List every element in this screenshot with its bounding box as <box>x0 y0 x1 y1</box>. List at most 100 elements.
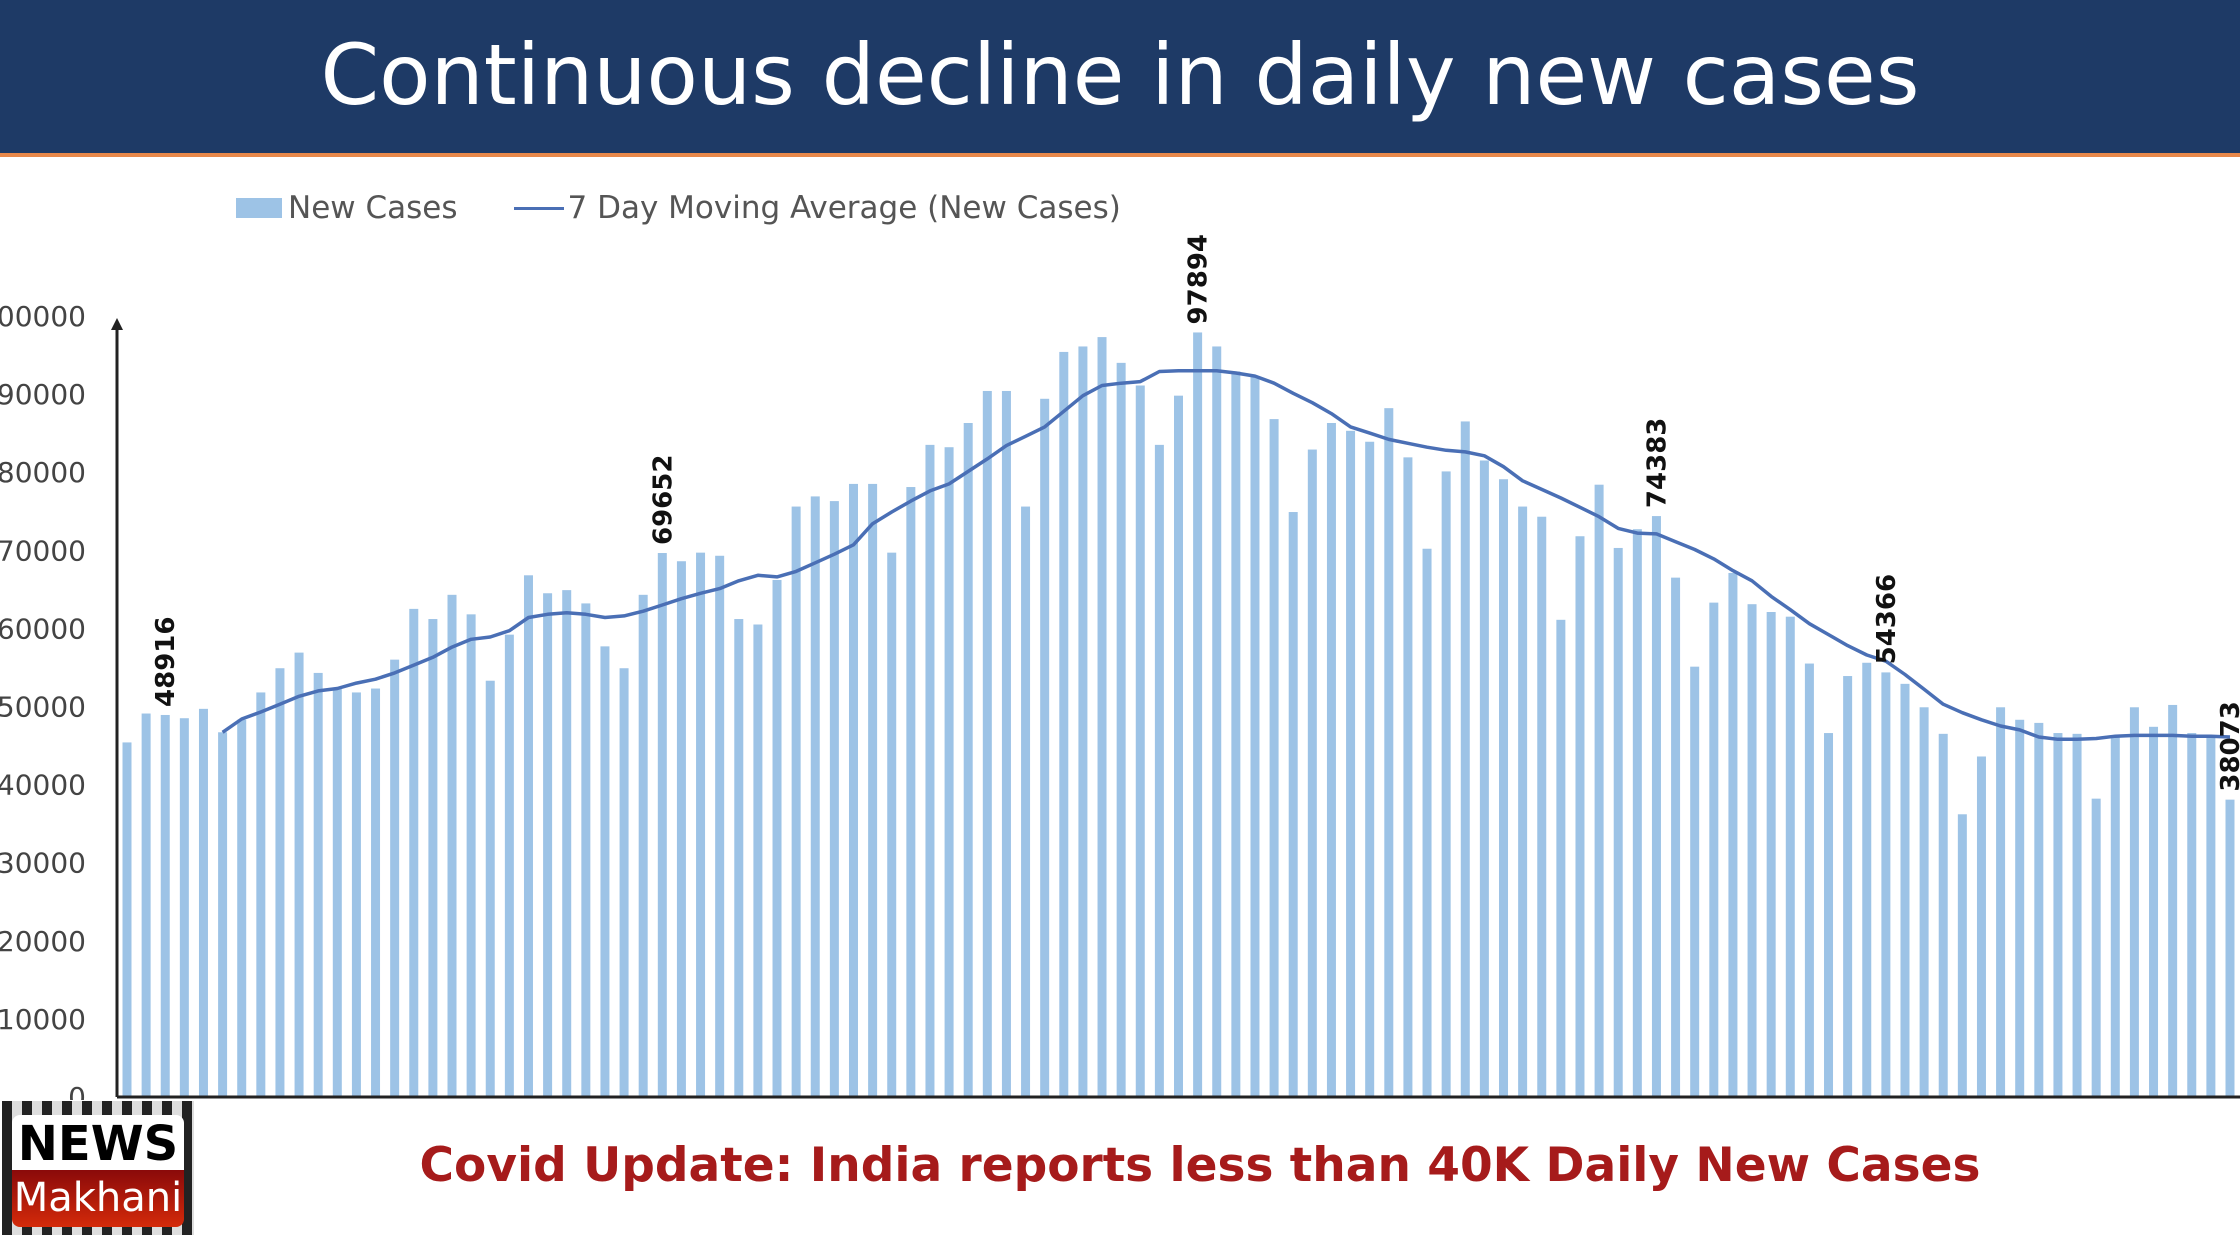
y-tick-label: 60000 <box>0 612 86 645</box>
bar-new-cases <box>1154 444 1164 1097</box>
logo-news-text: NEWS <box>12 1115 184 1172</box>
bar-new-cases <box>1594 484 1604 1097</box>
bar-new-cases <box>504 634 514 1097</box>
bar-new-cases <box>1824 733 1834 1097</box>
bar-new-cases <box>1193 332 1203 1097</box>
bar-new-cases <box>351 692 361 1097</box>
bar-new-cases <box>1212 346 1222 1098</box>
bar-new-cases <box>2015 719 2025 1097</box>
bar-new-cases <box>2206 735 2216 1097</box>
bar-new-cases <box>619 668 629 1097</box>
bar-new-cases <box>1785 616 1795 1097</box>
bar-new-cases <box>562 590 572 1097</box>
bar-new-cases <box>1556 619 1566 1097</box>
bar-new-cases <box>1059 351 1069 1097</box>
data-label: 48916 <box>151 616 181 706</box>
bar-new-cases <box>2110 735 2120 1097</box>
bar-new-cases <box>791 506 801 1098</box>
bar-new-cases <box>1862 662 1872 1097</box>
bar-new-cases <box>218 732 228 1097</box>
bar-new-cases <box>734 619 744 1097</box>
bar-new-cases <box>1996 707 2006 1097</box>
bar-new-cases <box>256 692 266 1097</box>
bar-new-cases <box>1709 602 1719 1097</box>
news-caption: Covid Update: India reports less than 40… <box>419 1138 1981 1193</box>
bar-new-cases <box>1403 457 1413 1098</box>
bar-new-cases <box>409 608 419 1097</box>
y-tick-label: 80000 <box>0 456 86 489</box>
legend: New Cases 7 Day Moving Average (New Case… <box>236 186 1121 230</box>
bar-new-cases <box>829 501 839 1097</box>
bar-new-cases <box>179 718 189 1097</box>
bar-new-cases <box>1976 756 1986 1097</box>
bar-new-cases <box>2129 707 2139 1097</box>
bar-new-cases <box>160 714 170 1097</box>
bar-new-cases <box>753 624 763 1097</box>
bar-new-cases <box>1001 390 1011 1097</box>
chart-title: Continuous decline in daily new cases <box>320 26 1920 124</box>
bar-new-cases <box>944 447 954 1097</box>
bar-new-cases <box>523 575 533 1097</box>
bar-new-cases <box>1671 577 1681 1097</box>
bar-new-cases <box>141 713 151 1097</box>
bar-new-cases <box>676 561 686 1097</box>
data-label: 38073 <box>2216 701 2240 791</box>
bar-new-cases <box>1575 536 1585 1097</box>
bar-new-cases <box>1040 398 1050 1097</box>
data-label: 74383 <box>1642 418 1672 508</box>
bar-new-cases <box>1518 506 1528 1098</box>
bar-new-cases <box>848 483 858 1097</box>
bar-new-cases <box>2168 704 2178 1097</box>
bar-new-cases <box>275 668 285 1097</box>
bar-new-cases <box>1288 512 1298 1097</box>
bar-new-cases <box>1690 666 1700 1097</box>
bar-new-cases <box>1346 430 1356 1097</box>
bar-new-cases <box>485 680 495 1097</box>
bar-new-cases <box>1365 441 1375 1098</box>
bar-new-cases <box>294 652 304 1097</box>
bar-new-cases <box>1499 479 1509 1097</box>
bar-new-cases <box>198 708 208 1097</box>
bar-new-cases <box>1632 529 1642 1097</box>
data-label: 97894 <box>1184 234 1214 324</box>
y-axis-arrow-icon <box>111 318 123 330</box>
bar-new-cases <box>1919 707 1929 1097</box>
data-label: 54366 <box>1872 574 1902 664</box>
news-makhani-logo: NEWS Makhani <box>2 1101 194 1235</box>
bar-new-cases <box>447 594 457 1097</box>
bar-new-cases <box>887 552 897 1097</box>
bar-new-cases <box>868 483 878 1097</box>
bar-new-cases <box>2053 733 2063 1097</box>
bar-new-cases <box>2072 733 2082 1097</box>
bar-new-cases <box>1021 506 1031 1098</box>
moving-average-line <box>221 368 2231 742</box>
y-tick-label: 0 <box>68 1081 86 1100</box>
bar-new-cases <box>1843 676 1853 1097</box>
y-tick-label: 90000 <box>0 378 86 411</box>
bar-new-cases <box>466 614 476 1097</box>
title-banner <box>0 0 2240 153</box>
bar-new-cases <box>1441 471 1451 1097</box>
bar-new-cases <box>1479 460 1489 1097</box>
bar-new-cases <box>1766 611 1776 1097</box>
banner-divider <box>0 153 2240 157</box>
bar-new-cases <box>2187 733 2197 1097</box>
bar-new-cases <box>963 422 973 1097</box>
bar-new-cases <box>1422 548 1432 1097</box>
bar-new-cases <box>1250 376 1260 1098</box>
bar-new-cases <box>1326 422 1336 1097</box>
bar-new-cases <box>1728 572 1738 1097</box>
legend-bar-swatch <box>236 198 282 218</box>
bar-new-cases <box>313 672 323 1097</box>
bar-new-cases <box>1116 362 1126 1097</box>
bar-new-cases <box>332 688 342 1097</box>
bar-new-cases <box>543 593 553 1097</box>
bar-new-cases <box>1938 733 1948 1097</box>
legend-new-cases: New Cases <box>288 190 458 226</box>
bar-new-cases <box>1747 604 1757 1097</box>
y-tick-label: 70000 <box>0 534 86 567</box>
logo-makhani-text: Makhani <box>12 1170 184 1227</box>
bar-new-cases <box>906 487 916 1097</box>
bar-new-cases <box>772 579 782 1097</box>
bar-new-cases <box>1097 337 1107 1097</box>
